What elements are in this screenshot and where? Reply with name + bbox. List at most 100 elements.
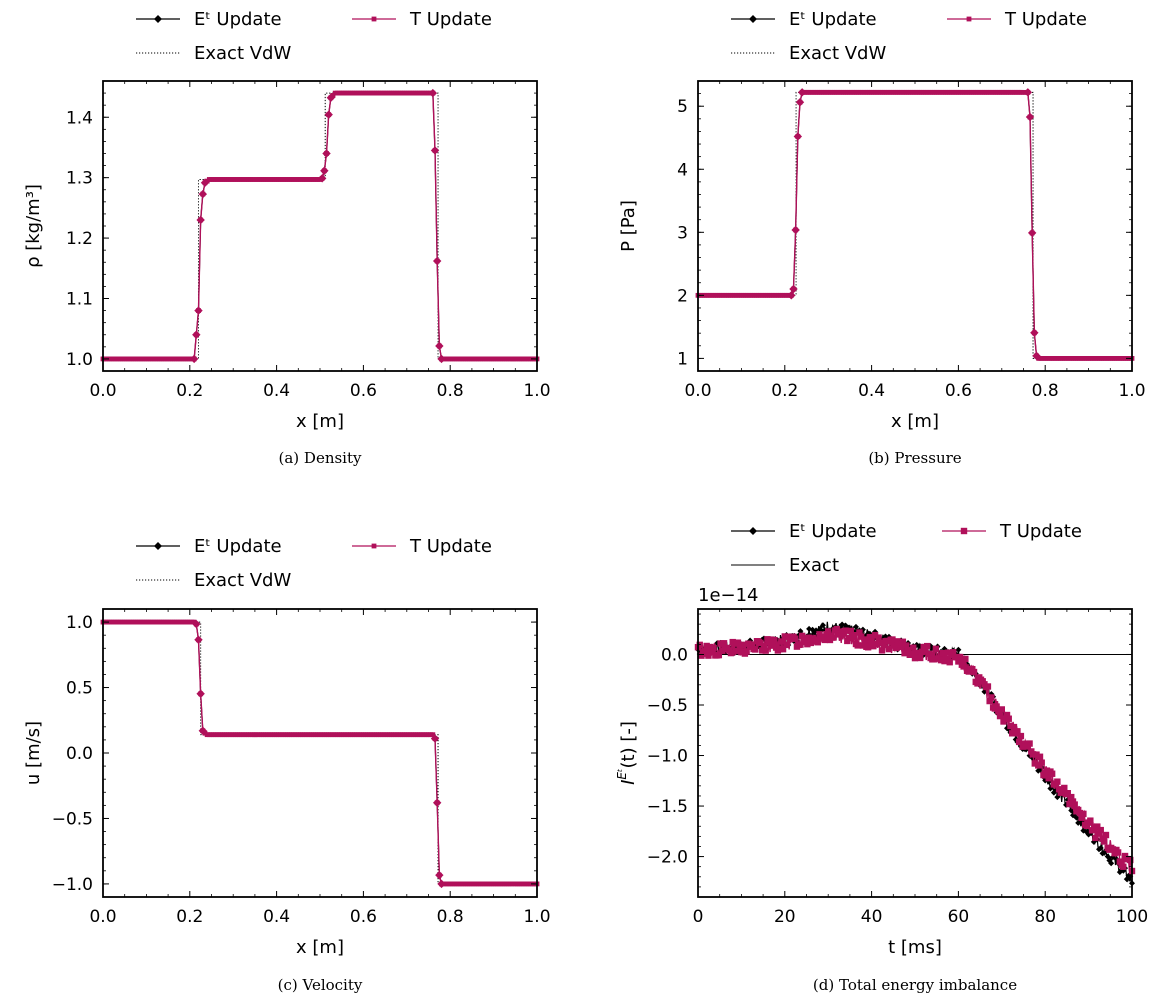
data-point bbox=[324, 110, 333, 119]
y-tick-label: −0.5 bbox=[647, 696, 688, 716]
x-tick-label: 0.2 bbox=[176, 907, 203, 927]
data-point bbox=[851, 631, 858, 639]
data-point bbox=[200, 178, 210, 187]
x-tick-label: 0.8 bbox=[437, 381, 464, 401]
y-tick-label: −1.5 bbox=[647, 797, 688, 817]
x-axis-label: x [m] bbox=[891, 411, 939, 432]
legend: Eᵗ Update T Update Exact VdW bbox=[136, 536, 492, 591]
y-tick-label: 3 bbox=[677, 223, 688, 243]
series-exact-vdw bbox=[103, 621, 537, 885]
panel-caption: (c) Velocity bbox=[278, 976, 363, 994]
data-point bbox=[875, 634, 882, 641]
data-point bbox=[1097, 844, 1104, 851]
y-tick-label: 4 bbox=[677, 160, 688, 180]
series-t-update-markers bbox=[695, 89, 1135, 361]
legend-label-exact: Exact VdW bbox=[194, 43, 291, 64]
data-point bbox=[1025, 112, 1035, 122]
data-point bbox=[1102, 831, 1110, 839]
data-point bbox=[710, 645, 717, 652]
data-point bbox=[970, 668, 978, 676]
legend-entry-t-update: T Update bbox=[947, 9, 1087, 30]
plot-frame bbox=[102, 608, 538, 898]
series-t-update-line bbox=[103, 621, 537, 885]
x-tick-label: 0 bbox=[693, 907, 704, 927]
y-tick-label: 1 bbox=[677, 349, 688, 369]
series-et-update-markers bbox=[787, 88, 1041, 361]
panel-caption: (a) Density bbox=[279, 449, 363, 467]
data-point bbox=[885, 645, 893, 653]
data-point bbox=[998, 706, 1005, 713]
data-point bbox=[984, 683, 992, 690]
x-tick-label: 0.2 bbox=[771, 381, 798, 401]
plot-frame bbox=[697, 80, 1133, 372]
data-point bbox=[996, 712, 1004, 720]
legend-label-t: T Update bbox=[999, 521, 1082, 542]
legend-label-et: Eᵗ Update bbox=[789, 9, 877, 30]
data-point bbox=[192, 619, 201, 629]
data-point bbox=[1071, 801, 1078, 808]
legend-entry-et-update: Eᵗ Update bbox=[136, 536, 282, 557]
y-tick-label: 1.2 bbox=[66, 229, 93, 249]
data-point bbox=[1027, 228, 1037, 238]
legend-label-exact: Exact VdW bbox=[194, 570, 291, 591]
x-tick-label: 60 bbox=[948, 907, 970, 927]
legend-marker-t bbox=[371, 16, 377, 22]
x-tick-label: 0.8 bbox=[437, 907, 464, 927]
panel-caption: (b) Pressure bbox=[868, 449, 961, 467]
legend-marker-t bbox=[960, 527, 968, 535]
panel-caption: (d) Total energy imbalance bbox=[813, 976, 1017, 994]
y-tick-label: −0.5 bbox=[52, 809, 93, 829]
x-tick-label: 0.6 bbox=[350, 907, 377, 927]
series-et-update-line bbox=[103, 621, 537, 885]
data-point bbox=[317, 174, 327, 183]
data-point bbox=[189, 354, 199, 364]
data-point bbox=[791, 225, 800, 235]
series-t-update-line bbox=[697, 628, 1133, 872]
y-tick-label: 0.5 bbox=[66, 679, 93, 699]
data-point bbox=[932, 645, 940, 652]
data-point bbox=[1032, 351, 1041, 361]
legend: Eᵗ Update T Update Exact VdW bbox=[136, 9, 492, 64]
series-et-update-line bbox=[103, 92, 537, 360]
data-point bbox=[988, 694, 995, 701]
data-point bbox=[1026, 740, 1033, 747]
data-point bbox=[762, 647, 769, 654]
x-tick-label: 0.0 bbox=[684, 381, 711, 401]
data-point bbox=[437, 354, 446, 364]
axes: 0.0 0.2 0.4 0.6 0.8 1.0 1 2 3 4 5 x [m] bbox=[677, 80, 1146, 432]
data-point bbox=[194, 306, 203, 315]
y-tick-label: 1.0 bbox=[66, 350, 93, 370]
data-point bbox=[435, 870, 444, 880]
data-point bbox=[1108, 860, 1115, 867]
axes: 0 20 40 60 80 100 0.0 −0.5 −1.0 −1.5 −2.0 t [ms] bbox=[647, 608, 1148, 958]
data-point bbox=[778, 638, 785, 645]
axes: 0.0 0.2 0.4 0.6 0.8 1.0 1.0 1.1 1.2 1.3 1.4 x [m] bbox=[66, 80, 551, 432]
legend-entry-exact: Exact VdW bbox=[136, 570, 291, 591]
x-tick-label: 100 bbox=[1116, 907, 1148, 927]
data-point bbox=[910, 644, 917, 651]
data-point bbox=[771, 636, 778, 644]
data-point bbox=[192, 330, 201, 339]
legend-entry-et-update: Eᵗ Update bbox=[731, 521, 877, 542]
x-tick-label: 20 bbox=[774, 907, 796, 927]
y-axis-label: u [m/s] bbox=[23, 721, 44, 785]
series-exact-vdw bbox=[103, 92, 537, 360]
data-point bbox=[432, 256, 442, 266]
y-tick-label: 2 bbox=[677, 286, 688, 306]
data-point bbox=[194, 635, 203, 644]
y-tick-label: 0.0 bbox=[66, 744, 93, 764]
legend-entry-et-update: Eᵗ Update bbox=[731, 9, 877, 30]
data-point bbox=[819, 622, 826, 629]
y-tick-label: −2.0 bbox=[647, 848, 688, 868]
y-tick-label: 1.4 bbox=[66, 108, 93, 128]
y-axis-label: IEᵗ(t) [-] bbox=[615, 721, 639, 785]
x-tick-label: 0.2 bbox=[176, 381, 203, 401]
data-point bbox=[430, 734, 440, 743]
data-point bbox=[1038, 759, 1045, 766]
data-point bbox=[821, 636, 828, 644]
legend-entry-exact: Exact VdW bbox=[731, 43, 886, 64]
legend-entry-et-update: Eᵗ Update bbox=[136, 9, 282, 30]
data-point bbox=[432, 798, 442, 807]
x-tick-label: 0.6 bbox=[350, 381, 377, 401]
y-offset-label: 1e−14 bbox=[698, 585, 759, 606]
